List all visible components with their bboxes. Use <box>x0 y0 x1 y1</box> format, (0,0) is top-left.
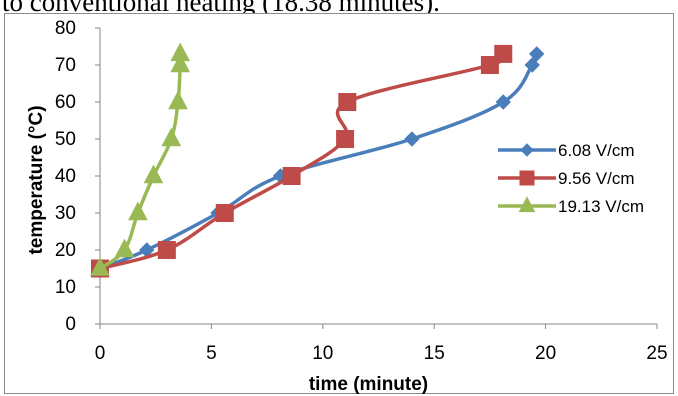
legend-marker <box>519 170 535 186</box>
y-tick-label: 70 <box>55 55 76 76</box>
data-point <box>143 164 164 184</box>
y-tick-label: 30 <box>55 203 76 224</box>
x-tick-label: 25 <box>646 343 667 364</box>
series-layer <box>90 42 545 278</box>
series-line <box>98 52 508 271</box>
series-2 <box>91 44 513 278</box>
caption-text: to conventional heating (18.38 minutes). <box>2 0 440 17</box>
legend-label: 6.08 V/cm <box>558 141 635 160</box>
legend-item: 19.13 V/cm <box>498 196 644 216</box>
chart-frame <box>4 13 674 394</box>
axes: 0 10 20 30 40 50 60 70 80 0 5 10 15 20 25 <box>55 18 668 364</box>
x-tick-label: 20 <box>535 343 556 364</box>
x-tick-label: 0 <box>95 343 106 364</box>
data-point <box>157 241 176 259</box>
y-tick-label: 50 <box>55 129 76 150</box>
data-point <box>170 53 191 73</box>
data-point <box>170 42 191 62</box>
data-point <box>215 204 234 222</box>
legend-marker <box>518 196 536 213</box>
legend-label: 19.13 V/cm <box>558 197 644 216</box>
data-point <box>282 167 301 185</box>
data-point <box>168 90 188 110</box>
x-axis-title: time (minute) <box>309 374 428 395</box>
x-tick-label: 15 <box>424 343 445 364</box>
data-point <box>524 57 540 73</box>
series-3 <box>90 42 191 276</box>
data-point <box>114 238 135 258</box>
x-tick-label: 10 <box>312 343 333 364</box>
y-tick-label: 0 <box>65 314 76 335</box>
legend-marker <box>520 143 534 157</box>
x-tick-label: 5 <box>206 343 217 364</box>
y-tick-label: 40 <box>55 166 76 187</box>
legend-item: 6.08 V/cm <box>498 141 635 160</box>
data-point <box>494 44 513 63</box>
data-point <box>90 257 110 276</box>
legend-item: 9.56 V/cm <box>498 169 635 188</box>
y-tick-label: 10 <box>55 277 76 298</box>
data-point <box>495 94 511 110</box>
data-point <box>528 46 545 62</box>
data-point <box>404 131 420 147</box>
legend: 6.08 V/cm 9.56 V/cm 19.13 V/cm <box>498 141 644 216</box>
data-point <box>480 56 499 74</box>
series-line <box>98 52 183 271</box>
y-tick-label: 20 <box>55 240 76 261</box>
y-axis-title: temperature (°C) <box>26 105 47 254</box>
data-point <box>128 201 148 221</box>
data-point <box>336 130 355 148</box>
y-tick-label: 60 <box>55 92 76 113</box>
y-tick-label: 80 <box>55 18 76 39</box>
data-point <box>161 127 182 147</box>
legend-label: 9.56 V/cm <box>558 169 635 188</box>
data-point <box>338 93 357 111</box>
